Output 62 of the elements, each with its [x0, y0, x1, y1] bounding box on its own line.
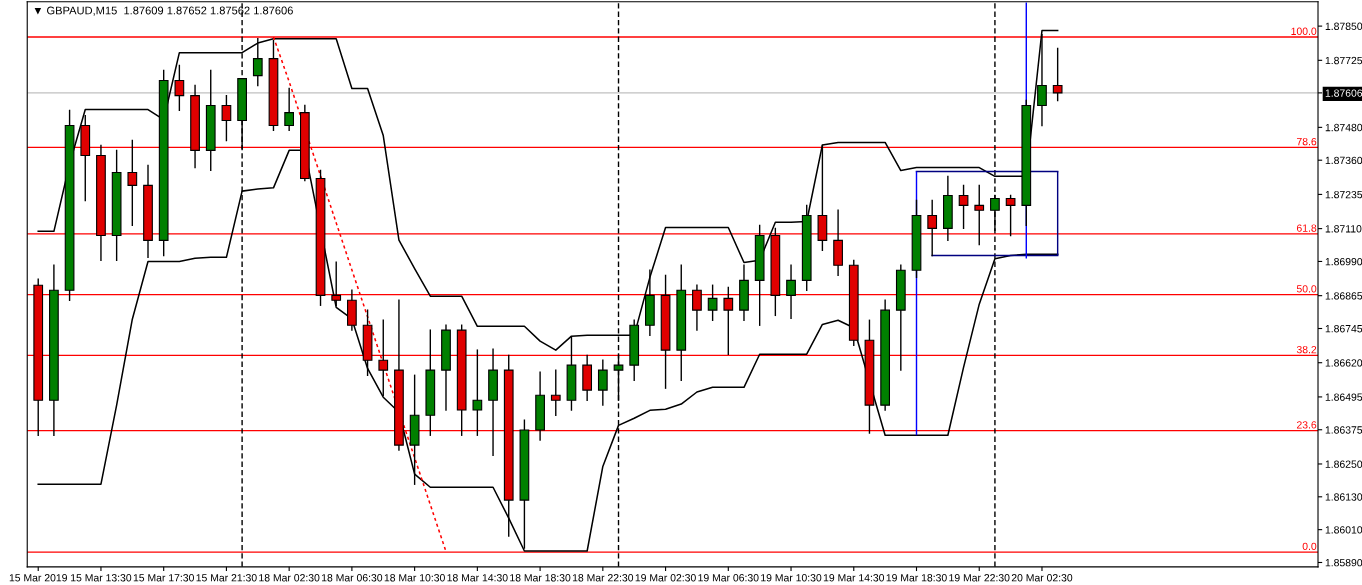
annotation: 61.8: [1296, 224, 1317, 232]
candlestick: [284, 87, 295, 132]
annotation: 100.0: [1291, 27, 1317, 35]
candlestick: [550, 369, 561, 416]
y-tick-label: 1.87850: [1325, 22, 1362, 30]
x-tick-label: 19 Mar 06:30: [698, 574, 759, 582]
candlestick: [127, 139, 138, 227]
candlestick: [597, 359, 608, 406]
annotation: 38.2: [1296, 345, 1317, 354]
x-tick-label: 18 Mar 10:30: [384, 574, 445, 582]
y-tick-label: 1.87480: [1325, 123, 1362, 132]
annotation: 50.0: [1296, 285, 1317, 293]
y-tick-label: 1.87606: [1325, 89, 1362, 97]
annotation: 78.6: [1296, 137, 1317, 146]
x-tick-label: 18 Mar 02:30: [259, 574, 320, 582]
candlestick: [974, 184, 985, 246]
x-tick-label: 19 Mar 14:30: [823, 574, 885, 582]
candlestick: [1052, 47, 1063, 102]
candlestick: [1037, 33, 1047, 127]
candlestick: [252, 38, 263, 87]
x-tick-label: 19 Mar 02:30: [635, 574, 696, 582]
candlestick: [958, 184, 969, 230]
candlestick: [174, 64, 185, 112]
y-tick-label: 1.87110: [1325, 225, 1362, 233]
x-tick-label: 19 Mar 10:30: [761, 574, 822, 582]
y-tick-label: 1.86620: [1325, 359, 1362, 367]
chart-title: ▼ GBPAUD,M15 1.87609 1.87652 1.87562 1.87606: [34, 6, 293, 16]
candlestick: [786, 264, 796, 320]
x-tick-label: 15 Mar 21:30: [196, 574, 257, 582]
candlestick: [331, 261, 342, 306]
y-tick-label: 1.86375: [1325, 426, 1362, 434]
y-tick-label: 1.86495: [1325, 393, 1362, 401]
x-tick-label: 19 Mar 18:30: [886, 574, 947, 582]
y-tick-label: 1.86865: [1325, 292, 1362, 300]
x-tick-label: 20 Mar 02:30: [1011, 574, 1073, 582]
x-tick-label: 19 Mar 22:30: [949, 574, 1010, 582]
annotation: 23.6: [1296, 421, 1317, 429]
x-tick-label: 18 Mar 18:30: [510, 574, 571, 582]
y-tick-label: 1.86990: [1325, 257, 1362, 266]
candlestick: [723, 286, 734, 355]
y-tick-label: 1.87360: [1325, 156, 1362, 165]
candlestick: [707, 284, 718, 321]
x-tick-label: 18 Mar 06:30: [322, 574, 383, 582]
candlestick: [221, 94, 232, 142]
y-tick-label: 1.86250: [1325, 460, 1362, 468]
candlestick: [692, 284, 702, 331]
y-tick-label: 1.87235: [1325, 190, 1362, 199]
y-tick-label: 1.86130: [1325, 493, 1362, 501]
y-tick-label: 1.87725: [1325, 56, 1362, 65]
x-tick-label: 18 Mar 22:30: [572, 574, 634, 582]
y-tick-label: 1.85890: [1325, 558, 1362, 567]
x-tick-label: 18 Mar 14:30: [447, 574, 508, 582]
y-tick-label: 1.86745: [1325, 325, 1362, 333]
x-tick-label: 15 Mar 13:30: [71, 574, 132, 582]
candlestick: [1005, 194, 1016, 237]
annotation: 0.0: [1302, 542, 1317, 551]
candlestick: [927, 199, 938, 257]
candlestick: [472, 349, 483, 436]
x-tick-label: 15 Mar 17:30: [133, 574, 194, 582]
y-tick-label: 1.86010: [1325, 526, 1362, 534]
x-tick-label: 15 Mar 2019: [9, 574, 67, 582]
candlestick: [378, 319, 389, 396]
